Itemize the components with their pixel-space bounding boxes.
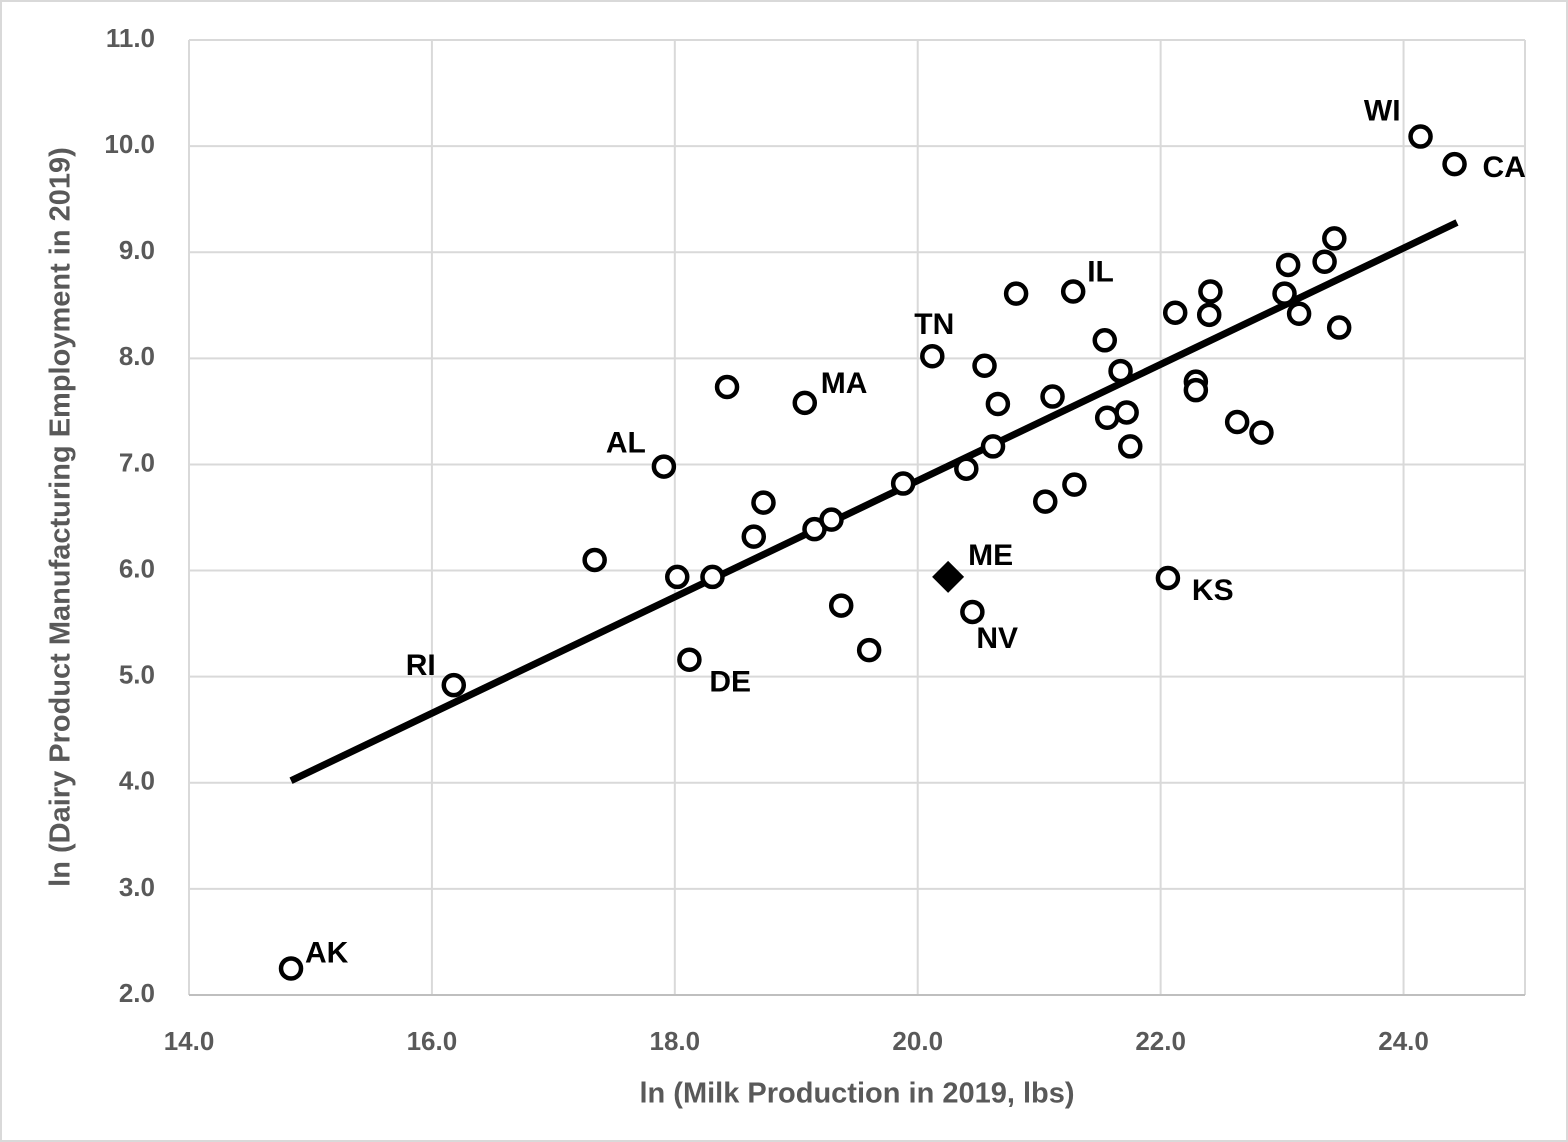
x-axis-title: ln (Milk Production in 2019, lbs)	[639, 1078, 1074, 1110]
point-marker	[1442, 151, 1467, 177]
y-tick-label: 10.0	[104, 129, 155, 159]
point-marker	[1162, 300, 1188, 325]
point-marker	[1196, 302, 1222, 328]
point-marker	[1108, 358, 1133, 384]
y-tick-label: 4.0	[119, 766, 155, 796]
point-marker	[1286, 301, 1312, 327]
point-label: ME	[968, 539, 1013, 572]
x-tick-label: 24.0	[1378, 1026, 1429, 1056]
point-marker	[714, 374, 740, 400]
point-marker	[1114, 400, 1139, 425]
point-marker	[1224, 409, 1250, 435]
point-label: IL	[1087, 255, 1114, 288]
point-marker	[700, 564, 725, 590]
point-marker	[741, 524, 767, 549]
point-label: MA	[821, 367, 868, 400]
point-marker	[1408, 124, 1433, 149]
point-marker	[1003, 281, 1029, 306]
point-marker	[1155, 565, 1181, 591]
point-label: CA	[1483, 151, 1526, 184]
point-marker	[890, 471, 916, 496]
marks	[278, 124, 1467, 981]
point-marker	[1092, 328, 1118, 353]
point-marker	[972, 353, 997, 379]
point-marker	[1198, 279, 1223, 304]
y-tick-label: 8.0	[119, 341, 155, 371]
point-marker	[1322, 226, 1347, 251]
point-label: AK	[305, 936, 349, 969]
y-axis-title: ln (Dairy Product Manufacturing Employme…	[45, 147, 77, 887]
y-tick-label: 9.0	[119, 235, 155, 265]
x-tick-label: 14.0	[164, 1026, 215, 1056]
point-marker	[819, 507, 844, 532]
point-marker	[960, 599, 985, 625]
point-marker	[278, 956, 304, 981]
point-label: AL	[606, 426, 646, 459]
x-tick-label: 18.0	[650, 1026, 701, 1056]
point-marker	[1183, 377, 1209, 403]
point-marker	[1118, 434, 1143, 459]
point-marker	[1326, 315, 1352, 340]
x-tick-label: 20.0	[892, 1026, 943, 1056]
trend-line	[289, 219, 1459, 784]
y-tick-label: 6.0	[119, 553, 155, 583]
point-marker	[582, 547, 607, 573]
point-marker	[1033, 489, 1058, 514]
point-marker	[985, 391, 1011, 417]
point-label: TN	[914, 308, 954, 341]
point-marker	[932, 560, 965, 593]
x-tick-label: 22.0	[1135, 1026, 1186, 1056]
point-label: KS	[1192, 574, 1234, 607]
point-marker	[441, 672, 467, 698]
y-tick-label: 2.0	[119, 978, 155, 1008]
point-marker	[751, 490, 776, 515]
point-marker	[664, 564, 690, 590]
y-tick-label: 5.0	[119, 660, 155, 690]
point-marker	[828, 593, 854, 618]
point-marker	[1094, 405, 1120, 431]
point-marker	[1249, 420, 1274, 445]
point-label: RI	[406, 649, 436, 682]
point-marker	[856, 637, 882, 663]
point-label: NV	[976, 622, 1018, 655]
grid	[188, 39, 1526, 996]
y-tick-label: 11.0	[106, 23, 155, 53]
point-marker	[954, 456, 979, 481]
point-label: DE	[709, 666, 751, 699]
y-tick-label: 7.0	[119, 447, 155, 477]
point-marker	[1312, 249, 1337, 275]
y-tick-label: 3.0	[119, 872, 155, 902]
point-label: WI	[1364, 94, 1401, 127]
point-marker	[980, 434, 1006, 459]
point-marker	[1060, 279, 1086, 304]
x-tick-label: 16.0	[407, 1026, 458, 1056]
point-marker	[651, 454, 677, 479]
point-marker	[920, 343, 945, 369]
point-marker	[1272, 281, 1297, 306]
point-marker	[677, 647, 702, 672]
point-marker	[1040, 384, 1065, 409]
point-marker	[792, 390, 818, 416]
point-marker	[1062, 472, 1087, 497]
point-marker	[1275, 252, 1301, 278]
